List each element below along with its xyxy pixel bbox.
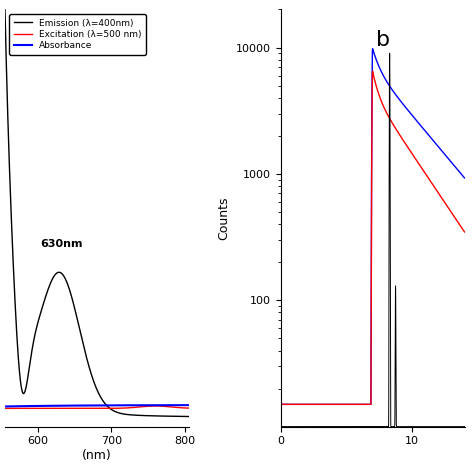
Absorbance <box>181 402 186 408</box>
Emission (λ=400nm) <box>181 414 186 419</box>
Line: Excitation (λ=500 nm): Excitation (λ=500 nm) <box>5 406 189 409</box>
Text: 630nm: 630nm <box>40 239 82 249</box>
Excitation (λ=500 nm) <box>147 403 153 409</box>
Absorbance <box>2 404 8 410</box>
Emission (λ=400nm) <box>147 413 153 419</box>
Line: Absorbance: Absorbance <box>5 405 189 407</box>
Absorbance <box>11 403 17 409</box>
Absorbance <box>86 402 92 408</box>
Excitation (λ=500 nm) <box>181 405 186 411</box>
Emission (λ=400nm) <box>181 414 186 419</box>
Emission (λ=400nm) <box>2 0 8 2</box>
Emission (λ=400nm) <box>91 380 97 385</box>
Absorbance <box>147 402 153 408</box>
Excitation (λ=500 nm) <box>91 406 97 411</box>
Excitation (λ=500 nm) <box>153 403 158 409</box>
Emission (λ=400nm) <box>86 365 92 370</box>
Excitation (λ=500 nm) <box>181 405 186 411</box>
Absorbance <box>91 402 97 408</box>
X-axis label: (nm): (nm) <box>82 449 111 462</box>
Excitation (λ=500 nm) <box>11 406 17 411</box>
Legend: Emission (λ=400nm), Excitation (λ=500 nm), Absorbance: Emission (λ=400nm), Excitation (λ=500 nm… <box>9 14 146 55</box>
Excitation (λ=500 nm) <box>86 406 92 411</box>
Line: Emission (λ=400nm): Emission (λ=400nm) <box>5 0 189 417</box>
Text: b: b <box>376 30 391 50</box>
Excitation (λ=500 nm) <box>186 405 191 411</box>
Absorbance <box>186 402 191 408</box>
Absorbance <box>181 402 186 408</box>
Emission (λ=400nm) <box>11 280 17 286</box>
Y-axis label: Counts: Counts <box>218 196 230 240</box>
Excitation (λ=500 nm) <box>2 406 8 411</box>
Emission (λ=400nm) <box>186 414 191 419</box>
